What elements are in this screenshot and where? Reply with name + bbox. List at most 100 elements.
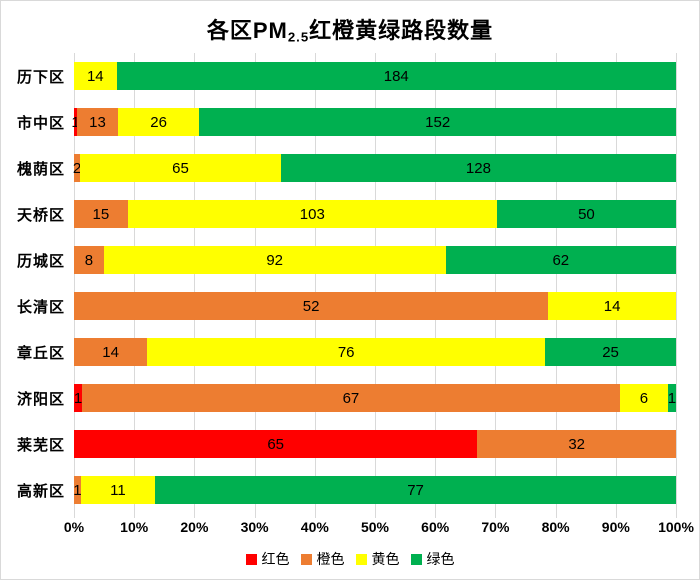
data-label: 65 — [172, 159, 189, 177]
chart-title-prefix: 各区PM — [206, 18, 288, 43]
plot-area: 14 184 1 13 26 152 2 65 128 15 103 50 8 92 62 52 14 14 76 2… — [71, 53, 677, 518]
x-axis-tick-label: 0% — [63, 519, 85, 535]
bar-row-莱芜区: 65 32 — [74, 421, 676, 467]
chart-title-suffix: 红橙黄绿路段数量 — [309, 18, 494, 43]
x-axis-tick-label: 10% — [120, 519, 149, 535]
axis-tick — [676, 513, 677, 518]
data-label: 2 — [72, 159, 82, 177]
stacked-bar: 1 13 26 152 — [71, 108, 676, 136]
bar-segment-yellow: 92 — [103, 246, 446, 274]
data-label: 50 — [578, 205, 595, 223]
chart-title-subscript: 2.5 — [287, 29, 310, 45]
bar-row-天桥区: 15 103 50 — [74, 191, 676, 237]
legend-label: 黄色 — [371, 551, 400, 567]
legend-item-red: 红色 — [245, 549, 290, 569]
data-label: 62 — [552, 251, 570, 269]
bar-segment-orange: 52 — [74, 292, 549, 320]
y-axis-category-label: 长清区 — [16, 298, 65, 316]
gridline — [435, 53, 437, 513]
y-axis-category-label: 历下区 — [16, 68, 65, 86]
bar-row-市中区: 1 13 26 152 — [71, 99, 676, 145]
legend-label: 绿色 — [426, 551, 455, 567]
y-axis-category-label: 高新区 — [16, 482, 65, 500]
data-label: 67 — [342, 389, 360, 407]
axis-tick — [375, 513, 376, 518]
data-label: 11 — [110, 481, 126, 499]
axis-tick — [254, 513, 256, 518]
data-label: 14 — [603, 297, 621, 315]
axis-tick — [615, 513, 617, 518]
gridline — [314, 53, 316, 513]
x-axis-tick-label: 30% — [240, 519, 269, 535]
bar-segment-orange: 32 — [477, 430, 676, 458]
axis-tick — [194, 513, 196, 518]
y-axis-category-label: 章丘区 — [16, 344, 65, 362]
data-label: 8 — [84, 251, 94, 269]
bar-segment-red: 65 — [74, 430, 478, 458]
gridline — [254, 53, 256, 513]
data-label: 14 — [86, 67, 104, 85]
stacked-bar: 8 92 62 — [74, 246, 676, 274]
gridline — [134, 53, 136, 513]
bar-segment-yellow: 14 — [548, 292, 676, 320]
legend-label: 红色 — [261, 551, 290, 567]
bar-row-高新区: 1 11 77 — [73, 467, 676, 513]
data-label: 13 — [89, 113, 106, 131]
bar-segment-green: 62 — [445, 246, 676, 274]
bar-segment-orange: 8 — [74, 246, 104, 274]
data-label: 15 — [92, 205, 110, 223]
stacked-bar: 2 65 128 — [72, 154, 676, 182]
legend-item-yellow: 黄色 — [355, 549, 400, 569]
axis-tick — [495, 513, 497, 518]
bar-segment-orange: 14 — [74, 338, 148, 366]
bar-row-济阳区: 1 67 6 1 — [74, 375, 676, 421]
bar-row-历城区: 8 92 62 — [74, 237, 676, 283]
legend-swatch-red — [245, 553, 257, 565]
bar-segment-green: 128 — [280, 154, 676, 182]
bar-segment-yellow: 11 — [80, 476, 156, 504]
data-label: 76 — [337, 343, 355, 361]
data-label: 184 — [383, 67, 409, 85]
data-label: 128 — [465, 159, 491, 177]
stacked-bar: 65 32 — [74, 430, 676, 458]
bar-segment-yellow: 14 — [74, 62, 117, 90]
x-axis-tick-label: 70% — [481, 519, 510, 535]
bar-segment-orange: 15 — [74, 200, 128, 228]
bar-row-历下区: 14 184 — [74, 53, 676, 99]
bar-segment-yellow: 103 — [127, 200, 497, 228]
legend-label: 橙色 — [316, 551, 345, 567]
y-axis-category-label: 市中区 — [16, 114, 65, 132]
data-label: 1 — [667, 389, 677, 407]
axis-tick — [435, 513, 437, 518]
data-label: 1 — [73, 481, 82, 499]
bar-segment-green: 25 — [545, 338, 676, 366]
gridline — [555, 53, 557, 513]
data-label: 26 — [150, 113, 167, 131]
legend-item-green: 绿色 — [410, 549, 455, 569]
stacked-bar: 15 103 50 — [74, 200, 676, 228]
stacked-bar: 1 67 6 1 — [74, 384, 676, 412]
y-axis-category-label: 莱芜区 — [16, 436, 65, 454]
bar-segment-green: 184 — [116, 62, 676, 90]
data-label: 6 — [639, 389, 649, 407]
legend-swatch-orange — [300, 553, 312, 565]
x-axis-tick-label: 80% — [541, 519, 570, 535]
gridline — [194, 53, 196, 513]
data-label: 103 — [299, 205, 325, 223]
x-axis-tick-label: 90% — [601, 519, 630, 535]
data-label: 152 — [425, 113, 451, 131]
bar-segment-yellow: 6 — [619, 384, 668, 412]
bar-segment-yellow: 26 — [117, 108, 200, 136]
bar-segment-red: 1 — [74, 384, 82, 412]
y-axis-category-label: 历城区 — [16, 252, 65, 270]
stacked-bar: 14 76 25 — [74, 338, 676, 366]
data-label: 25 — [602, 343, 619, 361]
axis-tick — [314, 513, 316, 518]
bar-row-章丘区: 14 76 25 — [74, 329, 676, 375]
bar-segment-orange: 67 — [82, 384, 620, 412]
x-axis-labels: 0% 10% 20% 30% 40% 50% 60% 70% 80% 90% 100% — [64, 519, 694, 537]
bar-segment-red: 1 — [71, 108, 80, 136]
legend: 红色 橙色 黄色 绿色 — [1, 549, 699, 569]
legend-item-orange: 橙色 — [300, 549, 345, 569]
